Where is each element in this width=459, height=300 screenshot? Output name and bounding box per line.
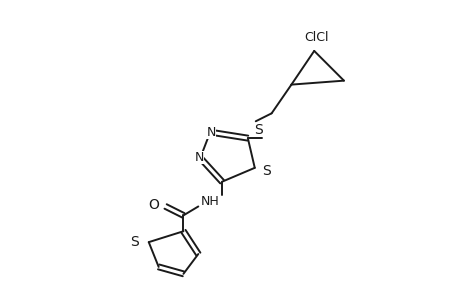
Text: O: O <box>147 199 158 212</box>
Text: S: S <box>254 123 263 137</box>
Text: ClCl: ClCl <box>303 31 328 44</box>
Text: NH: NH <box>201 195 219 208</box>
Text: S: S <box>130 235 139 249</box>
Text: S: S <box>261 164 270 178</box>
Text: N: N <box>194 152 203 164</box>
Text: N: N <box>206 126 215 139</box>
